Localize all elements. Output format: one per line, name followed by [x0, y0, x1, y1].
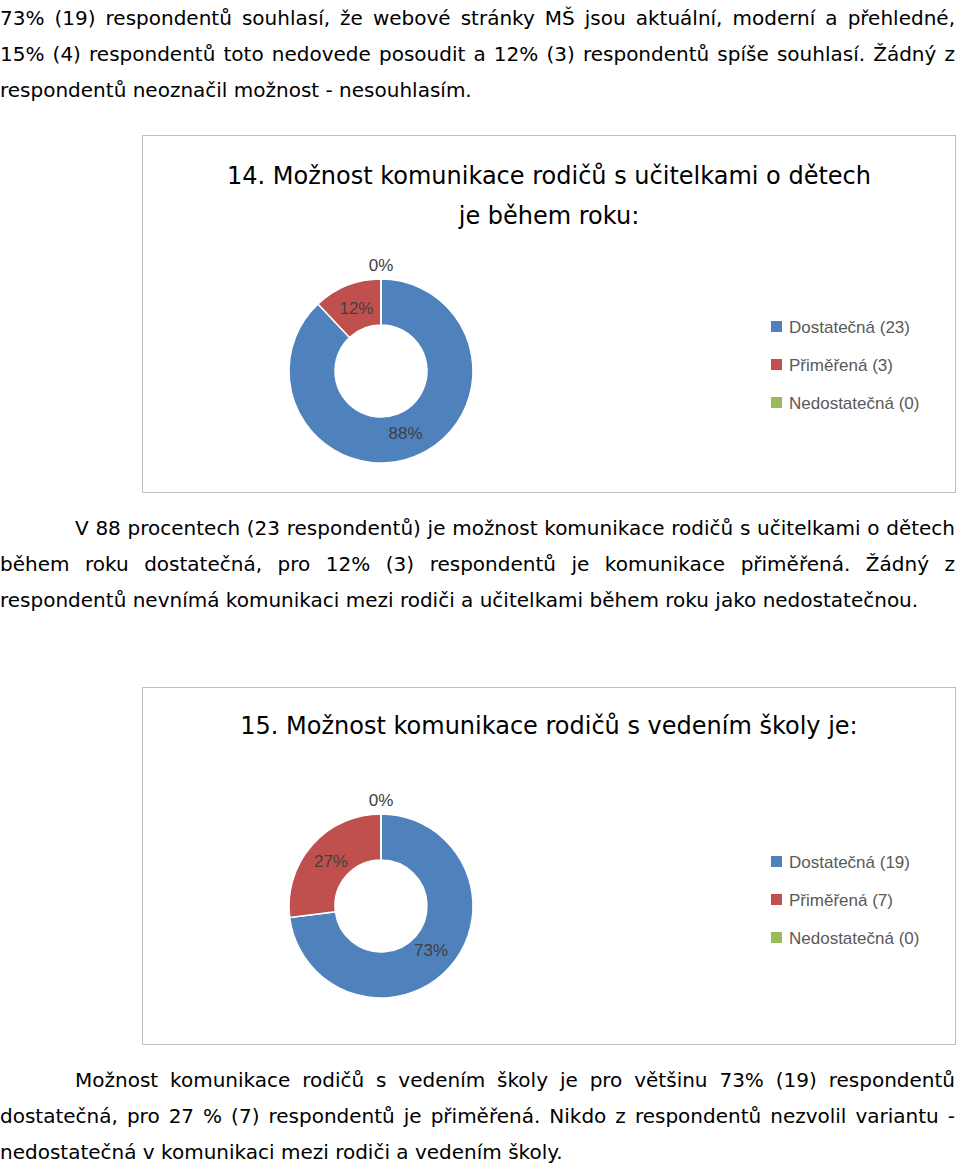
slice: [318, 279, 381, 337]
legend-swatch: [771, 894, 782, 905]
legend: Dostatečná (23) Přiměřená (3) Nedostatečná…: [771, 318, 919, 413]
data-label: 0%: [369, 791, 394, 810]
data-label: 73%: [414, 941, 448, 960]
data-labels: 88% 12% 0%: [339, 256, 422, 443]
chart-svg: 73% 27% 0% Dostatečná (19) Přiměřená (7) Nedo…: [143, 688, 955, 1044]
donut: [289, 279, 473, 463]
legend-item: Nedostatečná (0): [771, 929, 919, 948]
slice: [380, 814, 382, 860]
legend-label: Dostatečná (23): [789, 318, 910, 337]
legend-swatch: [771, 932, 782, 943]
data-label: 0%: [369, 256, 394, 275]
slice: [380, 279, 382, 325]
legend: Dostatečná (19) Přiměřená (7) Nedostatečná…: [771, 853, 919, 948]
paragraph: V 88 procentech (23 respondentů) je možn…: [0, 510, 955, 618]
legend-label: Přiměřená (3): [789, 356, 893, 375]
legend-label: Přiměřená (7): [789, 891, 893, 910]
chart-frame: 15. Možnost komunikace rodičů s vedením …: [142, 687, 956, 1045]
legend-swatch: [771, 397, 782, 408]
paragraph: Možnost komunikace rodičů s vedením škol…: [0, 1062, 955, 1170]
slice: [289, 814, 381, 918]
legend-item: Přiměřená (7): [771, 891, 893, 910]
chart-frame: 14. Možnost komunikace rodičů s učitelka…: [142, 135, 956, 493]
legend-label: Nedostatečná (0): [789, 394, 919, 413]
legend-item: Nedostatečná (0): [771, 394, 919, 413]
donut: [289, 814, 473, 998]
legend-label: Nedostatečná (0): [789, 929, 919, 948]
legend-swatch: [771, 359, 782, 370]
chart-title: 14. Možnost komunikace rodičů s učitelka…: [219, 156, 879, 236]
data-label: 12%: [339, 299, 373, 318]
chart-svg: 88% 12% 0% Dostatečná (23) Přiměřená (3) Nedo…: [143, 136, 955, 492]
legend-item: Dostatečná (19): [771, 853, 910, 872]
legend-item: Přiměřená (3): [771, 356, 893, 375]
legend-swatch: [771, 321, 782, 332]
legend-swatch: [771, 856, 782, 867]
paragraph: 73% (19) respondentů souhlasí, že webové…: [0, 0, 955, 108]
legend-item: Dostatečná (23): [771, 318, 910, 337]
data-label: 27%: [314, 852, 348, 871]
legend-label: Dostatečná (19): [789, 853, 910, 872]
data-labels: 73% 27% 0%: [314, 791, 448, 960]
data-label: 88%: [389, 424, 423, 443]
slice: [289, 279, 473, 463]
slice: [290, 814, 473, 998]
chart-title: 15. Možnost komunikace rodičů s vedením …: [154, 706, 944, 746]
